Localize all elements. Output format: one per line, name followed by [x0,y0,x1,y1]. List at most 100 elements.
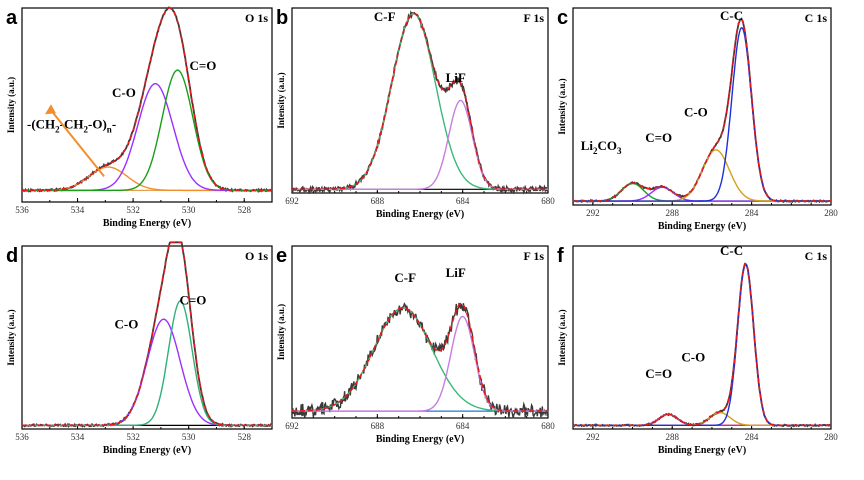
x-tick-label: 288 [665,432,679,442]
x-axis-label: Binding Energy (eV) [658,445,746,456]
envelope-fit [573,262,831,427]
raw-spectrum [21,6,273,194]
x-tick-label: 692 [285,421,299,431]
x-tick-label: 284 [745,208,759,218]
plot-frame [21,7,273,203]
x-axis-label: Binding Energy (eV) [103,218,191,229]
component-peak [573,182,831,202]
peak-label: C=O [645,366,672,381]
plot-frame [572,245,832,430]
arrow-head [45,104,56,115]
x-tick-label: 288 [665,208,679,218]
envelope-fit [573,18,831,202]
x-axis-label: Binding Energy (eV) [658,221,746,232]
envelope-fit [291,302,548,412]
x-tick-label: 684 [456,421,470,431]
peak-label: -(CH2​-CH2​-O)n​- [27,116,116,134]
x-tick-label: 532 [126,432,140,442]
core-level-label: O 1s [245,249,268,263]
plot-frame [291,245,549,419]
peak-label: C-F [374,9,396,24]
x-tick-label: 530 [182,432,196,442]
x-tick-label: 528 [237,432,251,442]
raw-spectrum [291,9,549,195]
peak-label: Li2​CO3​ [581,138,622,156]
panel-e: 692 688 684 680 Binding Energy (eV) Intensity… [276,245,555,445]
component-peak [22,166,272,192]
peak-label: C=O [190,58,217,73]
panel-letter: d [6,245,18,267]
envelope-fit [22,7,272,192]
x-axis-label: Binding Energy (eV) [103,445,191,456]
x-tick-label: 536 [15,432,29,442]
x-tick-label: 534 [71,205,85,215]
core-level-label: F 1s [523,11,544,25]
x-tick-label: 680 [541,196,555,206]
envelope-fit [292,12,548,191]
component-peak [573,263,831,426]
peak-label: C=O [645,130,672,145]
panel-b: 692 688 684 680 Binding Energy (eV) Intensity… [276,7,555,220]
component-peak [292,315,548,412]
panel-a: 536 534 532 530 528 Binding Energy (eV) Intens… [6,6,273,229]
component-peak [573,411,831,426]
y-axis-label: Intensity (a.u.) [276,304,286,360]
x-tick-label: 292 [586,432,600,442]
arrow-line [50,109,105,178]
plot-frame [21,245,273,430]
core-level-label: O 1s [245,11,268,25]
x-tick-label: 680 [541,421,555,431]
component-peak [292,12,548,190]
core-level-label: C 1s [805,249,828,263]
y-axis-label: Intensity (a.u.) [276,72,286,128]
panel-letter: a [6,7,18,29]
panel-c: 292 288 284 280 Binding Energy (eV) Intensity… [557,7,838,232]
panel-f: 292 288 284 280 Binding Energy (eV) Intensity… [557,243,838,456]
x-tick-label: 688 [371,196,385,206]
x-tick-label: 692 [285,196,299,206]
y-axis-label: Intensity (a.u.) [6,309,16,365]
peak-label: C-O [115,316,139,331]
core-level-label: C 1s [805,11,828,25]
panel-letter: b [276,7,288,29]
peak-label: C-O [681,349,705,364]
raw-spectrum [572,262,832,428]
peak-label: C=O [180,293,207,308]
x-tick-label: 280 [824,208,838,218]
panel-d: 536 534 532 530 528 Binding Energy (eV) Intens… [6,241,273,456]
plot-frame [572,7,832,206]
component-peak [292,99,548,190]
x-tick-label: 532 [126,205,140,215]
panel-letter: f [557,245,564,267]
peak-label: C-O [112,85,136,100]
x-tick-label: 684 [456,196,470,206]
raw-spectrum [291,302,549,419]
component-peak [573,149,831,202]
x-tick-label: 536 [15,205,29,215]
peak-label: C-F [394,270,416,285]
plot-frame [291,7,549,194]
x-tick-label: 292 [586,208,600,218]
x-tick-label: 530 [182,205,196,215]
envelope-fit [22,241,272,427]
peak-label: C-C [720,8,743,23]
x-tick-label: 688 [371,421,385,431]
y-axis-label: Intensity (a.u.) [557,309,567,365]
peak-label: LiF [446,70,466,85]
peak-label: C-O [684,104,708,119]
component-peak [22,318,272,426]
x-tick-label: 284 [745,432,759,442]
x-tick-label: 280 [824,432,838,442]
x-axis-label: Binding Energy (eV) [376,209,464,220]
x-tick-label: 534 [71,432,85,442]
panel-letter: e [276,245,287,267]
peak-label: LiF [446,265,466,280]
x-axis-label: Binding Energy (eV) [376,434,464,445]
y-axis-label: Intensity (a.u.) [557,78,567,134]
panel-letter: c [557,7,568,29]
peak-label: C-C [720,243,743,258]
core-level-label: F 1s [523,249,544,263]
x-tick-label: 528 [237,205,251,215]
raw-spectrum [21,241,273,429]
